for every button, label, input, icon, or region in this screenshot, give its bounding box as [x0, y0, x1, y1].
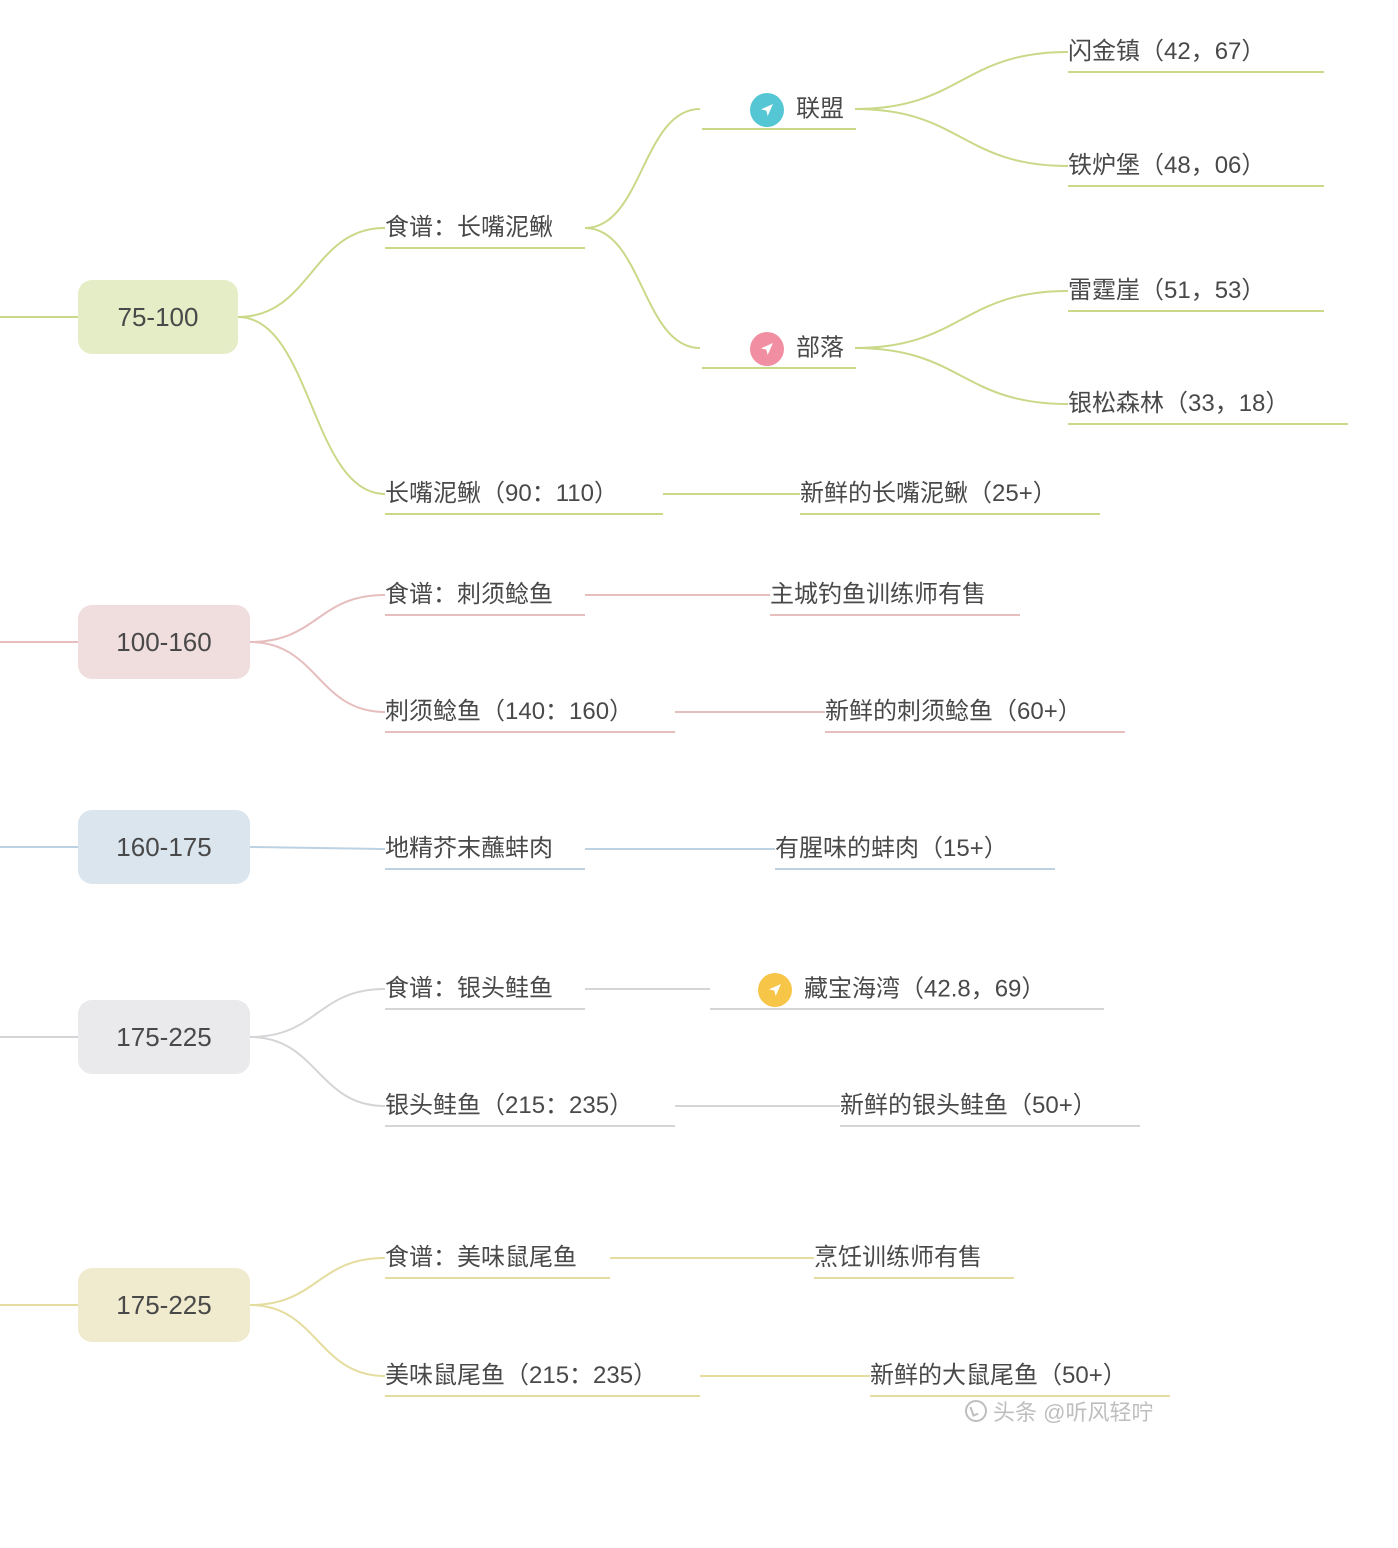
node-label: 长嘴泥鳅（90：110）: [385, 480, 618, 507]
node: 银松森林（33，18）: [1068, 388, 1289, 419]
level-range-box: 175-225: [78, 1000, 250, 1074]
level-range-box: 160-175: [78, 810, 250, 884]
marker-icon: [750, 93, 784, 127]
node-label: 有腥味的蚌肉（15+）: [775, 835, 1008, 862]
node-label: 闪金镇（42，67）: [1068, 38, 1265, 65]
node-label: 银头鲑鱼（215：235）: [385, 1092, 633, 1119]
node: 食谱：刺须鲶鱼: [385, 579, 553, 610]
node-label: 藏宝海湾（42.8，69）: [804, 975, 1045, 1002]
node-label: 部落: [796, 334, 844, 361]
level-range-box: 75-100: [78, 280, 238, 354]
node: 主城钓鱼训练师有售: [770, 579, 986, 610]
node-label: 铁炉堡（48，06）: [1068, 152, 1265, 179]
marker-icon: [750, 332, 784, 366]
node: 雷霆崖（51，53）: [1068, 275, 1265, 306]
node: 刺须鲶鱼（140：160）: [385, 696, 633, 727]
node-label: 主城钓鱼训练师有售: [770, 581, 986, 608]
node-label: 联盟: [796, 95, 844, 122]
node: 地精芥末蘸蚌肉: [385, 833, 553, 864]
node-label: 烹饪训练师有售: [814, 1244, 982, 1271]
node: 食谱：长嘴泥鳅: [385, 212, 553, 243]
node: 联盟: [750, 93, 844, 127]
node-label: 新鲜的长嘴泥鳅（25+）: [800, 480, 1057, 507]
node-label: 新鲜的大鼠尾鱼（50+）: [870, 1362, 1127, 1389]
node-label: 食谱：刺须鲶鱼: [385, 581, 553, 608]
node-label: 食谱：银头鲑鱼: [385, 975, 553, 1002]
node-label: 地精芥末蘸蚌肉: [385, 835, 553, 862]
node: 部落: [750, 332, 844, 366]
node: 新鲜的大鼠尾鱼（50+）: [870, 1360, 1127, 1391]
node: 食谱：美味鼠尾鱼: [385, 1242, 577, 1273]
watermark: 头条 @听风轻咛: [965, 1395, 1153, 1427]
node: 新鲜的长嘴泥鳅（25+）: [800, 478, 1057, 509]
node: 铁炉堡（48，06）: [1068, 150, 1265, 181]
level-range-box: 175-225: [78, 1268, 250, 1342]
node-label: 新鲜的刺须鲶鱼（60+）: [825, 698, 1082, 725]
watermark-text: 头条 @听风轻咛: [993, 1395, 1153, 1427]
node: 有腥味的蚌肉（15+）: [775, 833, 1008, 864]
node: 美味鼠尾鱼（215：235）: [385, 1360, 657, 1391]
node-label: 食谱：长嘴泥鳅: [385, 214, 553, 241]
node: 银头鲑鱼（215：235）: [385, 1090, 633, 1121]
marker-icon: [758, 973, 792, 1007]
node-label: 新鲜的银头鲑鱼（50+）: [840, 1092, 1097, 1119]
node: 食谱：银头鲑鱼: [385, 973, 553, 1004]
node-label: 刺须鲶鱼（140：160）: [385, 698, 633, 725]
node: 新鲜的银头鲑鱼（50+）: [840, 1090, 1097, 1121]
node-label: 银松森林（33，18）: [1068, 390, 1289, 417]
node-label: 美味鼠尾鱼（215：235）: [385, 1362, 657, 1389]
node-label: 食谱：美味鼠尾鱼: [385, 1244, 577, 1271]
level-range-box: 100-160: [78, 605, 250, 679]
node-label: 雷霆崖（51，53）: [1068, 277, 1265, 304]
node: 烹饪训练师有售: [814, 1242, 982, 1273]
mindmap-canvas: 75-100 100-160 160-175 175-225 175-225 食谱：长嘴泥…: [0, 0, 1398, 1548]
node: 闪金镇（42，67）: [1068, 36, 1265, 67]
node: 长嘴泥鳅（90：110）: [385, 478, 618, 509]
watermark-icon: [965, 1400, 987, 1422]
node: 藏宝海湾（42.8，69）: [758, 973, 1045, 1007]
node: 新鲜的刺须鲶鱼（60+）: [825, 696, 1082, 727]
